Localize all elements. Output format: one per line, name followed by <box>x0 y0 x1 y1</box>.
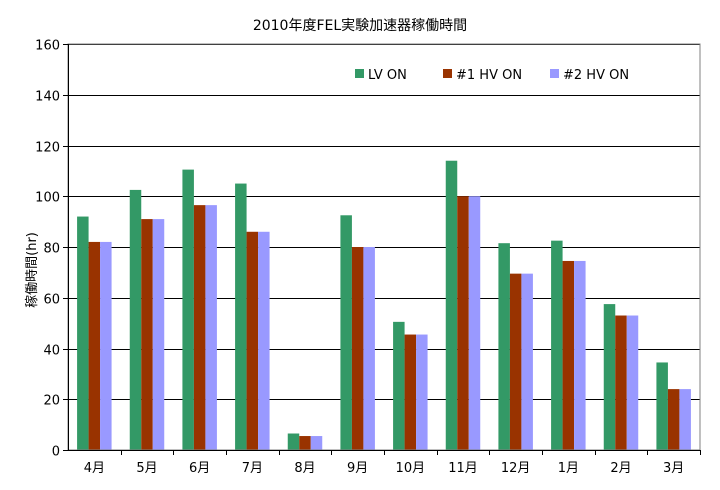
y-tick-label: 160 <box>35 39 60 54</box>
x-tick-label: 3月 <box>663 461 684 476</box>
legend-swatch <box>355 69 364 78</box>
bar <box>141 219 153 450</box>
gridlines <box>68 44 700 400</box>
y-tick-label: 60 <box>43 293 60 308</box>
legend: LV ON #1 HV ON #2 HV ON <box>355 68 629 83</box>
bar <box>77 216 89 450</box>
y-tick-label: 140 <box>35 90 60 105</box>
x-tick-label: 11月 <box>448 461 478 476</box>
bar <box>100 241 112 450</box>
x-tick-label: 7月 <box>242 461 263 476</box>
y-tick-label: 120 <box>35 141 60 156</box>
legend-label: #1 HV ON <box>456 68 522 83</box>
bar <box>521 273 533 450</box>
y-tick-label: 0 <box>52 445 60 460</box>
bar <box>626 315 639 450</box>
bar <box>299 436 311 450</box>
bar <box>416 334 428 450</box>
x-tick-label: 8月 <box>294 461 315 476</box>
legend-swatch <box>550 69 559 78</box>
legend-swatch <box>443 69 452 78</box>
bar <box>152 219 165 450</box>
bar <box>498 243 510 450</box>
bar <box>363 247 375 450</box>
bar <box>667 389 680 450</box>
legend-label: #2 HV ON <box>563 68 629 83</box>
y-tick-label: 100 <box>35 191 60 206</box>
chart-title: 2010年度FEL実験加速器稼働時間 <box>253 18 467 34</box>
x-tick-label: 9月 <box>347 461 368 476</box>
bar <box>182 169 194 450</box>
x-tick-label: 10月 <box>396 461 426 476</box>
x-tick-label: 4月 <box>84 461 105 476</box>
bar <box>287 433 300 450</box>
bar <box>457 196 469 450</box>
bar <box>351 247 364 450</box>
bar <box>679 389 691 450</box>
bar <box>509 273 522 450</box>
axes <box>63 43 701 455</box>
bar <box>205 205 217 450</box>
bar <box>246 231 259 450</box>
bar <box>310 436 323 450</box>
x-tick-label: 12月 <box>501 461 531 476</box>
bar <box>404 334 417 450</box>
x-tick-label: 6月 <box>189 461 210 476</box>
bar <box>340 215 352 450</box>
x-tick-label: 2月 <box>610 461 631 476</box>
bar <box>615 315 627 450</box>
y-tick-label: 80 <box>43 242 60 257</box>
bar <box>235 183 247 450</box>
x-tick-label: 1月 <box>558 461 579 476</box>
bar <box>393 321 405 450</box>
legend-label: LV ON <box>368 68 407 83</box>
y-axis-label: 稼働時間(hr) <box>25 232 40 308</box>
bar <box>193 205 206 450</box>
y-tick-label: 20 <box>43 394 60 409</box>
tick-labels: 0 20 40 60 80 100 120 140 160 4月 5月 6月 7月 8月 9月 10月 11月 1… <box>35 39 684 477</box>
bar <box>603 304 616 450</box>
bars <box>77 160 691 450</box>
bar <box>551 240 563 450</box>
bar <box>562 260 575 450</box>
bar <box>468 196 481 450</box>
bar <box>656 362 668 450</box>
bar <box>445 160 458 450</box>
bar <box>574 260 586 450</box>
bar <box>258 231 270 450</box>
x-tick-label: 5月 <box>136 461 157 476</box>
bar <box>129 189 142 450</box>
y-tick-label: 40 <box>43 344 60 359</box>
bar <box>88 241 101 450</box>
